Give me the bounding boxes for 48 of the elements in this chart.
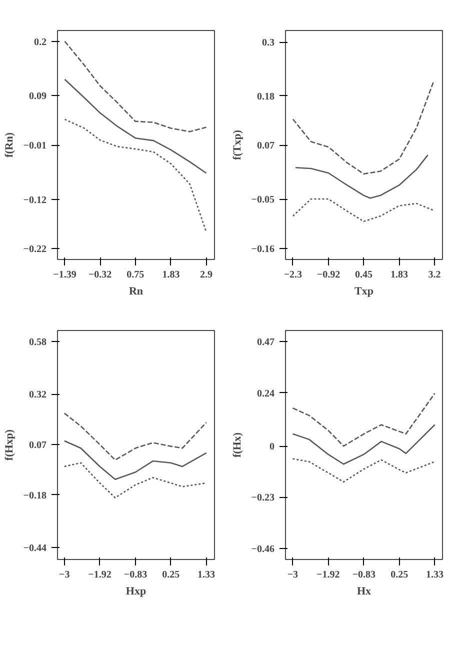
x-tick-label: −2.3 (284, 270, 302, 280)
x-axis-title: Hxp (126, 586, 146, 598)
x-tick-label: −3 (59, 570, 70, 580)
x-tick-label: 0.75 (126, 270, 144, 280)
x-tick-label: 1.33 (426, 570, 444, 580)
x-axis-title: Rn (128, 286, 144, 298)
x-tick-label: 1.33 (198, 570, 216, 580)
x-tick-label: 2.9 (200, 270, 213, 280)
y-tick-label: −0.18 (23, 490, 47, 502)
x-tick-label: 0.25 (162, 570, 180, 580)
y-tick-label: 0.2 (34, 36, 46, 48)
x-tick-label: −1.92 (88, 570, 112, 580)
x-tick-label: 1.83 (390, 270, 408, 280)
x-tick-label: 3.2 (428, 270, 441, 280)
y-tick-label: 0.47 (257, 337, 274, 348)
y-tick-label: 0.32 (29, 390, 46, 401)
y-tick-label: −0.12 (23, 194, 47, 206)
y-axis-title: f(Hxp) (3, 429, 16, 461)
y-tick-label: −0.16 (251, 244, 275, 255)
y-axis-title: f(Txp) (231, 130, 244, 160)
y-axis-title: f(Hx) (231, 432, 244, 458)
y-tick-label: −0.46 (251, 544, 275, 555)
y-tick-label: 0.18 (257, 91, 274, 102)
y-tick-label: −0.22 (23, 244, 47, 256)
x-tick-label: −1.39 (53, 270, 76, 280)
y-tick-label: 0.58 (29, 337, 46, 348)
y-tick-label: −0.44 (23, 542, 47, 554)
y-tick-label: 0.07 (29, 440, 46, 451)
x-axis-title: Txp (354, 286, 374, 298)
y-tick-label: 0 (270, 442, 274, 453)
y-tick-label: 0.24 (257, 388, 274, 400)
x-axis-title: Hx (356, 586, 372, 598)
x-tick-label: −3 (287, 570, 298, 580)
x-tick-label: −0.83 (352, 570, 376, 580)
y-tick-label: 0.07 (257, 140, 274, 152)
y-axis-title: f(Rn) (3, 132, 16, 158)
y-tick-label: 0.3 (262, 38, 274, 49)
x-tick-label: −0.92 (316, 270, 340, 280)
y-tick-label: −0.01 (23, 140, 47, 152)
x-tick-label: 0.25 (390, 570, 408, 580)
x-tick-label: −1.92 (316, 570, 340, 580)
y-tick-label: −0.23 (251, 492, 275, 504)
x-tick-label: −0.32 (88, 270, 112, 280)
x-tick-label: 1.83 (162, 270, 180, 280)
x-tick-label: 0.45 (354, 270, 372, 280)
x-tick-label: −0.83 (124, 570, 148, 580)
y-tick-label: −0.05 (251, 194, 275, 206)
y-tick-label: 0.09 (29, 91, 46, 102)
